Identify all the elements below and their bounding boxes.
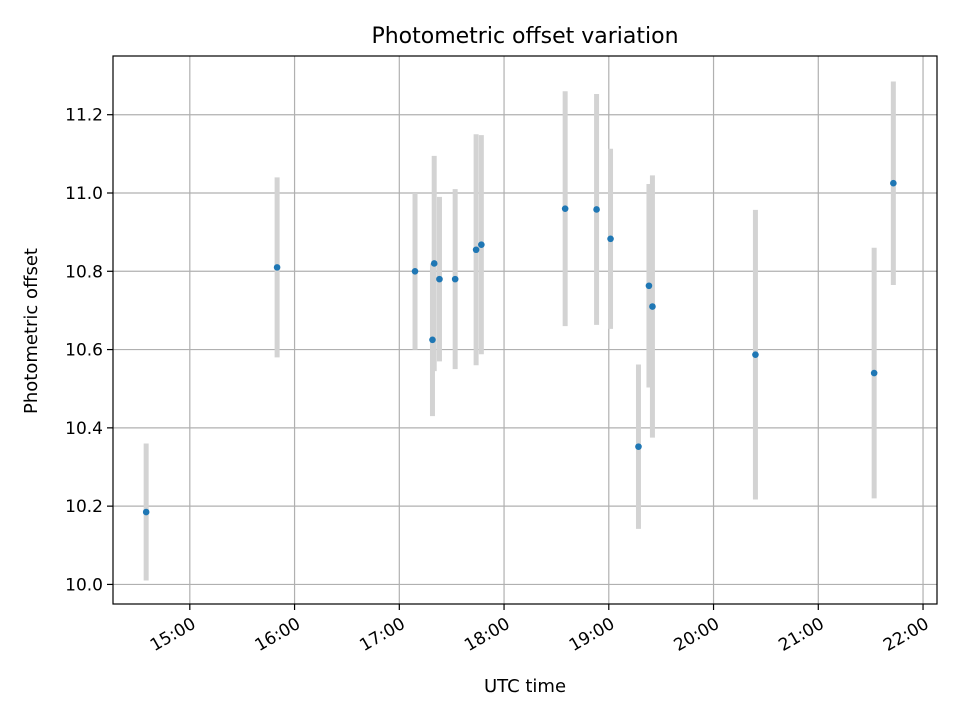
grid-lines xyxy=(113,56,937,604)
data-point xyxy=(649,303,656,310)
data-point xyxy=(478,241,485,248)
data-point xyxy=(142,508,150,516)
data-point xyxy=(645,282,653,290)
y-tick-label: 10.0 xyxy=(65,575,103,595)
y-tick-label: 11.2 xyxy=(65,106,103,126)
x-axis-label: UTC time xyxy=(484,676,566,697)
y-tick-label: 10.6 xyxy=(65,341,103,361)
data-point xyxy=(472,246,480,254)
data-point xyxy=(890,179,897,187)
y-tick-label: 10.4 xyxy=(65,419,103,439)
y-tick-label: 10.8 xyxy=(65,262,103,282)
y-axis-ticks: 10.0 10.2 10.4 10.6 10.8 11.0 11.2 xyxy=(65,106,113,595)
y-axis-label: Photometric offset xyxy=(21,248,42,414)
data-point xyxy=(752,351,759,358)
y-tick-label: 11.0 xyxy=(65,184,103,204)
data-point xyxy=(451,275,459,283)
data-point xyxy=(607,235,614,243)
y-tick-label: 10.2 xyxy=(65,497,103,517)
chart-title: Photometric offset variation xyxy=(371,24,678,49)
data-point xyxy=(273,264,281,271)
data-point xyxy=(561,205,569,212)
data-point xyxy=(436,275,443,283)
data-point xyxy=(870,369,878,377)
data-point xyxy=(430,260,438,267)
data-points xyxy=(142,179,897,516)
data-point xyxy=(429,336,436,344)
data-point xyxy=(593,206,600,213)
plot-frame xyxy=(112,55,938,605)
data-point xyxy=(635,443,642,450)
data-point xyxy=(411,267,419,275)
